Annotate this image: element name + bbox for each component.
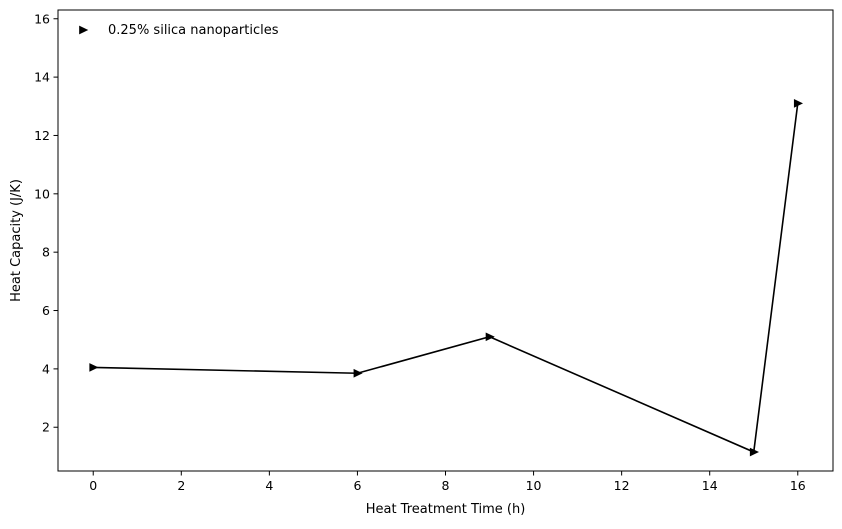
x-tick-label: 12 — [614, 478, 630, 493]
x-axis-label: Heat Treatment Time (h) — [366, 502, 526, 517]
y-tick-label: 6 — [42, 303, 50, 318]
legend-marker-triangle-icon — [79, 25, 89, 35]
y-axis-ticks: 2 4 6 8 10 12 14 16 — [34, 11, 58, 435]
data-point-marker — [89, 363, 99, 372]
y-axis-label: Heat Capacity (J/K) — [9, 179, 24, 302]
plot-frame — [57, 9, 834, 472]
x-axis-ticks: 0 2 4 6 8 10 12 14 16 — [89, 471, 806, 493]
y-tick-label: 4 — [42, 361, 50, 376]
x-tick-label: 4 — [265, 478, 273, 493]
x-tick-label: 16 — [790, 478, 806, 493]
y-tick-label: 8 — [42, 245, 50, 260]
x-tick-label: 6 — [353, 478, 361, 493]
x-tick-label: 8 — [442, 478, 450, 493]
x-tick-label: 0 — [89, 478, 97, 493]
x-tick-label: 10 — [526, 478, 542, 493]
y-tick-label: 12 — [34, 128, 50, 143]
data-point-marker — [749, 447, 759, 457]
y-tick-label: 10 — [34, 186, 50, 201]
x-tick-label: 14 — [702, 478, 718, 493]
legend-label: 0.25% silica nanoparticles — [108, 23, 279, 38]
x-tick-label: 2 — [177, 478, 185, 493]
data-point-marker — [353, 368, 363, 378]
y-tick-label: 16 — [34, 11, 50, 26]
data-point-marker — [485, 332, 495, 342]
y-tick-label: 2 — [42, 420, 50, 435]
legend: 0.25% silica nanoparticles — [79, 23, 279, 38]
y-tick-label: 14 — [34, 70, 50, 85]
data-point-marker — [793, 99, 804, 108]
series-layer — [89, 99, 804, 457]
